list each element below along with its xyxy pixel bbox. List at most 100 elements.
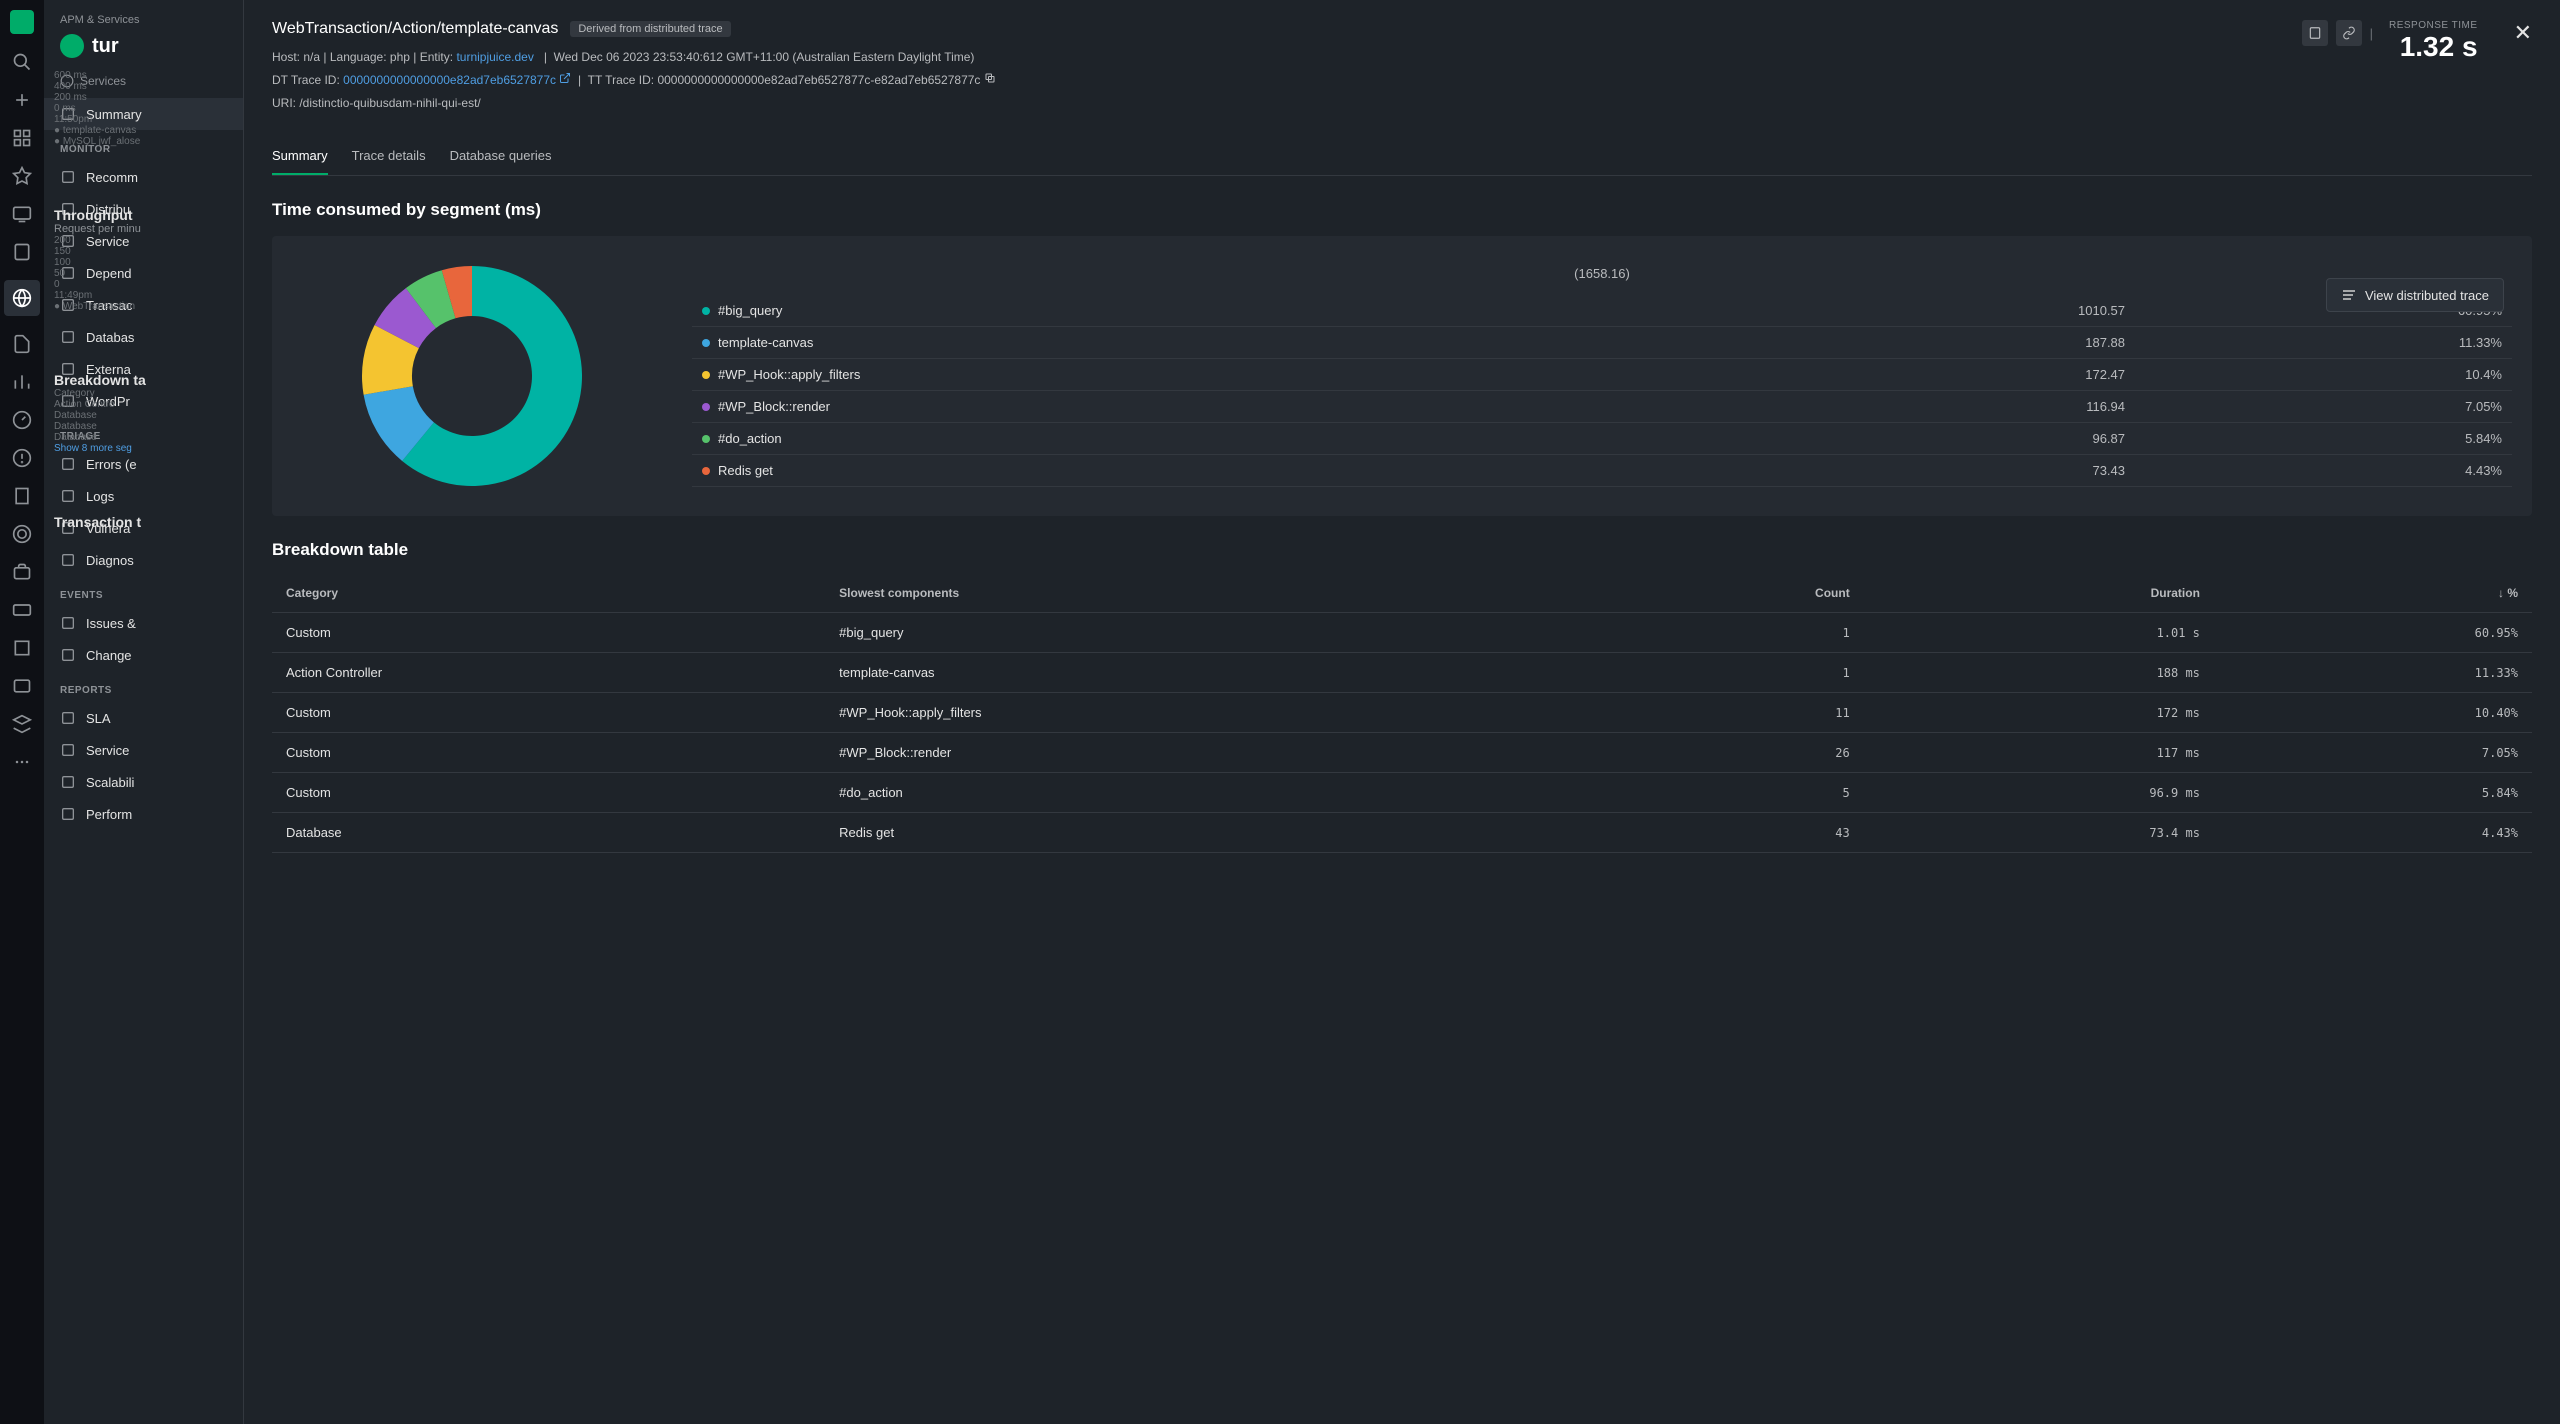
- sidebar-item[interactable]: Service: [44, 225, 243, 257]
- col-duration[interactable]: Duration: [1864, 574, 2214, 613]
- response-time-value: 1.32 s: [2389, 31, 2478, 63]
- legend-row[interactable]: template-canvas187.8811.33%: [692, 326, 2512, 358]
- cell-component: #WP_Hook::apply_filters: [825, 693, 1584, 733]
- sidebar-item[interactable]: Change: [44, 639, 243, 671]
- table-row[interactable]: Custom#do_action596.9 ms5.84%: [272, 773, 2532, 813]
- legend-row[interactable]: #big_query1010.5760.95%: [692, 295, 2512, 327]
- sidebar-item-icon: [60, 615, 76, 631]
- grid-icon[interactable]: [12, 128, 32, 148]
- tab[interactable]: Trace details: [352, 138, 426, 175]
- legend-row[interactable]: #do_action96.875.84%: [692, 422, 2512, 454]
- warn-icon[interactable]: [12, 448, 32, 468]
- link-icon[interactable]: [2336, 20, 2362, 46]
- cell-pct: 60.95%: [2214, 613, 2532, 653]
- legend-value: 187.88: [1741, 326, 2135, 358]
- sidebar-item-icon: [60, 329, 76, 345]
- sidebar-section-label: MONITOR: [44, 130, 243, 161]
- sidebar-item[interactable]: WordPr: [44, 385, 243, 417]
- logo-icon[interactable]: [10, 10, 34, 34]
- stack-icon[interactable]: [12, 714, 32, 734]
- sidebar-item[interactable]: Distribu: [44, 193, 243, 225]
- legend-label: #WP_Hook::apply_filters: [718, 367, 860, 382]
- cell-count: 1: [1584, 653, 1863, 693]
- sidebar-item[interactable]: SLA: [44, 702, 243, 734]
- sidebar-item[interactable]: Databas: [44, 321, 243, 353]
- bars-icon[interactable]: [12, 372, 32, 392]
- sidebar-item[interactable]: Logs: [44, 480, 243, 512]
- sidebar-item-icon: [60, 488, 76, 504]
- sidebar-item-label: Perform: [86, 807, 132, 822]
- col-pct[interactable]: ↓ %: [2214, 574, 2532, 613]
- globe-small-icon: [60, 74, 74, 88]
- sidebar-item[interactable]: Errors (e: [44, 448, 243, 480]
- table-row[interactable]: Custom#big_query11.01 s60.95%: [272, 613, 2532, 653]
- sidebar-item[interactable]: Scalabili: [44, 766, 243, 798]
- note-icon[interactable]: [2302, 20, 2328, 46]
- briefcase-icon[interactable]: [12, 562, 32, 582]
- page-icon[interactable]: [12, 334, 32, 354]
- globe-icon[interactable]: [4, 280, 40, 316]
- more-icon[interactable]: [12, 752, 32, 772]
- tab[interactable]: Database queries: [450, 138, 552, 175]
- card-icon[interactable]: [12, 600, 32, 620]
- legend-dot-icon: [702, 307, 710, 315]
- legend-row[interactable]: #WP_Block::render116.947.05%: [692, 390, 2512, 422]
- dt-trace-link[interactable]: 0000000000000000e82ad7eb6527877c: [343, 73, 556, 87]
- col-category[interactable]: Category: [272, 574, 825, 613]
- legend-value: 96.87: [1741, 422, 2135, 454]
- col-slowest[interactable]: Slowest components: [825, 574, 1584, 613]
- cell-component: #WP_Block::render: [825, 733, 1584, 773]
- entity-link[interactable]: turnipjuice.dev: [456, 50, 533, 64]
- sidebar-item[interactable]: Depend: [44, 257, 243, 289]
- search-icon[interactable]: [12, 52, 32, 72]
- cell-duration: 96.9 ms: [1864, 773, 2214, 813]
- sidebar-item[interactable]: Service: [44, 734, 243, 766]
- book-icon[interactable]: [12, 638, 32, 658]
- view-trace-button[interactable]: View distributed trace: [2326, 278, 2504, 312]
- target-icon[interactable]: [12, 524, 32, 544]
- table-row[interactable]: Custom#WP_Hook::apply_filters11172 ms10.…: [272, 693, 2532, 733]
- sidebar-item[interactable]: Recomm: [44, 161, 243, 193]
- table-row[interactable]: Custom#WP_Block::render26117 ms7.05%: [272, 733, 2532, 773]
- sidebar-item[interactable]: Transac: [44, 289, 243, 321]
- table-row[interactable]: Action Controllertemplate-canvas1188 ms1…: [272, 653, 2532, 693]
- sidebar-item[interactable]: Externa: [44, 353, 243, 385]
- sidebar-item-icon: [60, 201, 76, 217]
- cell-category: Custom: [272, 693, 825, 733]
- gauge-icon[interactable]: [12, 410, 32, 430]
- trace-icon: [2341, 287, 2357, 303]
- sidebar-item[interactable]: Diagnos: [44, 544, 243, 576]
- tab[interactable]: Summary: [272, 138, 328, 175]
- inbox-icon[interactable]: [12, 676, 32, 696]
- legend-row[interactable]: Redis get73.434.43%: [692, 454, 2512, 486]
- external-link-icon[interactable]: [559, 72, 571, 84]
- overlay-meta: Host: n/a | Language: php | Entity: turn…: [272, 46, 996, 114]
- copy-icon[interactable]: [984, 72, 996, 84]
- sidebar-item[interactable]: Summary: [44, 98, 243, 130]
- breakdown-table: Category Slowest components Count Durati…: [272, 574, 2532, 853]
- tv-icon[interactable]: [12, 204, 32, 224]
- cell-category: Database: [272, 813, 825, 853]
- cell-duration: 188 ms: [1864, 653, 2214, 693]
- breadcrumb[interactable]: APM & Services: [60, 14, 227, 26]
- badge-icon[interactable]: [12, 166, 32, 186]
- building-icon[interactable]: [12, 486, 32, 506]
- sidebar-item[interactable]: Vulnera: [44, 512, 243, 544]
- cell-pct: 7.05%: [2214, 733, 2532, 773]
- sidebar-item-label: Scalabili: [86, 775, 134, 790]
- sidebar-item[interactable]: Perform: [44, 798, 243, 830]
- table-row[interactable]: DatabaseRedis get4373.4 ms4.43%: [272, 813, 2532, 853]
- doc-icon[interactable]: [12, 242, 32, 262]
- close-icon[interactable]: ✕: [2514, 20, 2532, 46]
- legend-table: #big_query1010.5760.95%template-canvas18…: [692, 295, 2512, 487]
- legend-row[interactable]: #WP_Hook::apply_filters172.4710.4%: [692, 358, 2512, 390]
- back-link[interactable]: Services: [44, 64, 243, 98]
- cell-pct: 10.40%: [2214, 693, 2532, 733]
- legend-dot-icon: [702, 435, 710, 443]
- overlay-badge: Derived from distributed trace: [570, 21, 730, 37]
- add-icon[interactable]: [12, 90, 32, 110]
- col-count[interactable]: Count: [1584, 574, 1863, 613]
- sidebar-item[interactable]: Issues &: [44, 607, 243, 639]
- tt-trace-id: 0000000000000000e82ad7eb6527877c-e82ad7e…: [657, 73, 980, 87]
- sidebar-item-label: Summary: [86, 107, 142, 122]
